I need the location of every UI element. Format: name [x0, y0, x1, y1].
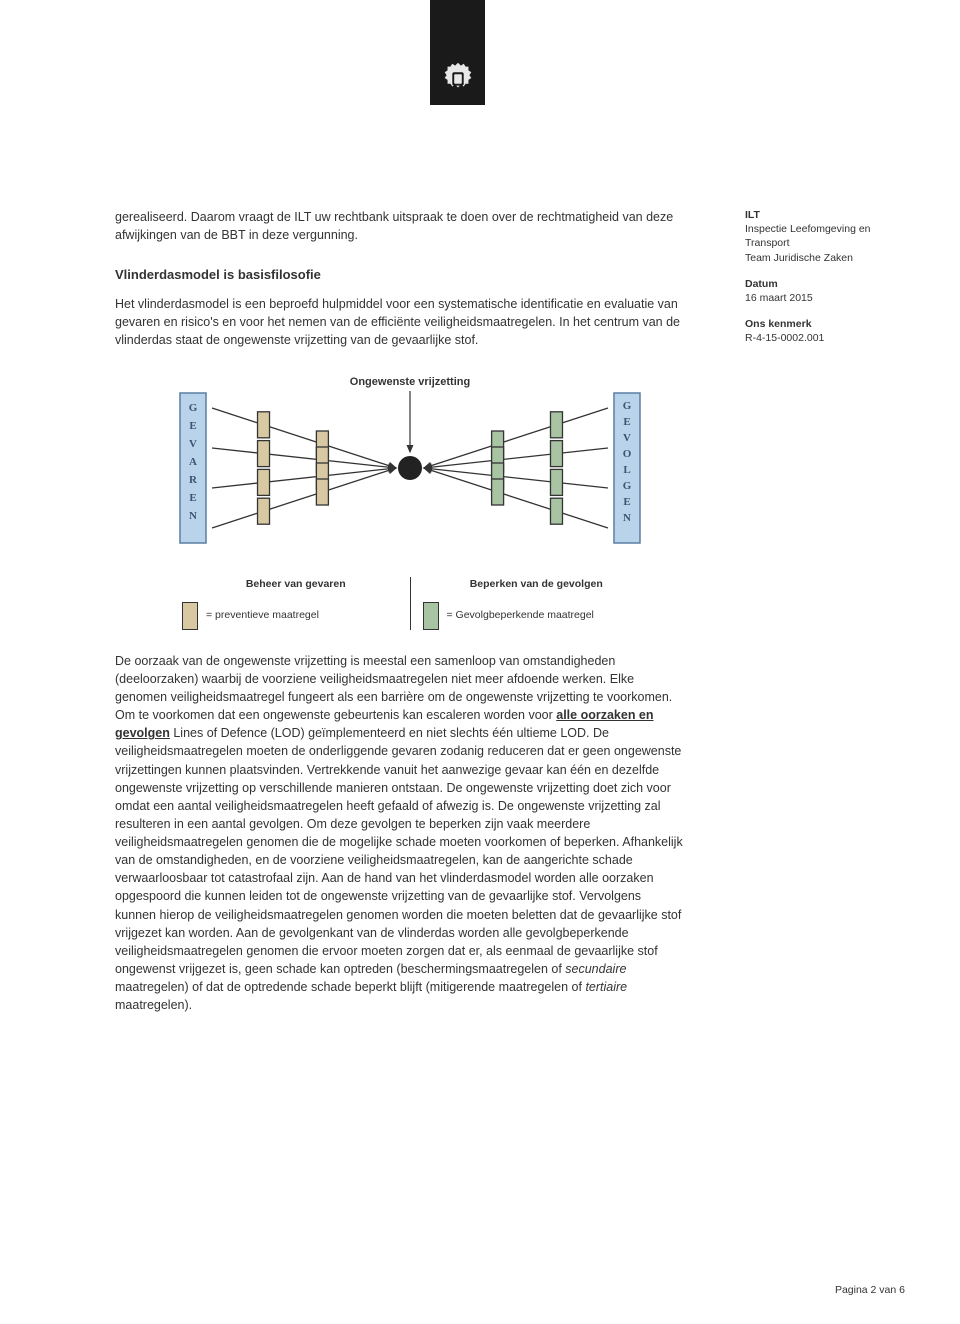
svg-text:E: E: [189, 492, 196, 504]
legend-left: Beheer van gevaren = preventieve maatreg…: [170, 577, 410, 630]
svg-text:Ongewenste vrijzetting: Ongewenste vrijzetting: [350, 376, 470, 388]
legend-right-title: Beperken van de gevolgen: [423, 577, 651, 592]
svg-text:O: O: [623, 448, 632, 460]
svg-text:N: N: [189, 510, 197, 522]
svg-text:A: A: [189, 456, 197, 468]
side-org-abbr: ILT: [745, 208, 910, 222]
p3-b: Lines of Defence (LOD) geïmplementeerd e…: [115, 726, 683, 976]
svg-text:G: G: [189, 402, 198, 414]
p3-d: maatregelen).: [115, 998, 192, 1012]
page-footer: Pagina 2 van 6: [835, 1283, 905, 1298]
paragraph-explanation: De oorzaak van de ongewenste vrijzetting…: [115, 652, 685, 1015]
svg-text:N: N: [623, 512, 631, 524]
legend-swatch-preventive: [182, 602, 198, 630]
side-dept: Team Juridische Zaken: [745, 251, 910, 265]
main-column: gerealiseerd. Daarom vraagt de ILT uw re…: [115, 208, 685, 1024]
legend-left-title: Beheer van gevaren: [182, 577, 410, 592]
svg-text:E: E: [189, 420, 196, 432]
paragraph-intro: gerealiseerd. Daarom vraagt de ILT uw re…: [115, 208, 685, 244]
section-heading: Vlinderdasmodel is basisfilosofie: [115, 266, 685, 285]
p3-i2: tertiaire: [585, 980, 627, 994]
header-logo: [430, 0, 485, 105]
p3-c: maatregelen) of dat de optredende schade…: [115, 980, 585, 994]
side-ref-value: R-4-15-0002.001: [745, 331, 910, 345]
side-org: ILT Inspectie Leefomgeving en Transport …: [745, 208, 910, 265]
legend-right: Beperken van de gevolgen = Gevolgbeperke…: [410, 577, 651, 630]
p3-i1: secundaire: [565, 962, 626, 976]
side-column: ILT Inspectie Leefomgeving en Transport …: [745, 208, 910, 357]
svg-text:L: L: [623, 464, 630, 476]
svg-text:E: E: [623, 416, 630, 428]
legend-swatch-corrective: [423, 602, 439, 630]
svg-text:G: G: [623, 400, 632, 412]
svg-text:E: E: [623, 496, 630, 508]
coat-of-arms-icon: [439, 59, 477, 97]
side-date-label: Datum: [745, 277, 910, 291]
paragraph-model: Het vlinderdasmodel is een beproefd hulp…: [115, 295, 685, 349]
side-ref: Ons kenmerk R-4-15-0002.001: [745, 317, 910, 345]
svg-text:G: G: [623, 480, 632, 492]
side-date-value: 16 maart 2015: [745, 291, 910, 305]
diagram-legend: Beheer van gevaren = preventieve maatreg…: [170, 577, 650, 630]
side-ref-label: Ons kenmerk: [745, 317, 910, 331]
svg-text:V: V: [623, 432, 631, 444]
bowtie-diagram: GEVARENGEVOLGENOngewenste vrijzetting: [170, 363, 650, 568]
legend-left-item: = preventieve maatregel: [206, 608, 319, 623]
legend-right-item: = Gevolgbeperkende maatregel: [447, 608, 594, 623]
svg-text:R: R: [189, 474, 198, 486]
side-org-full: Inspectie Leefomgeving en Transport: [745, 222, 910, 250]
svg-text:V: V: [189, 438, 197, 450]
side-date: Datum 16 maart 2015: [745, 277, 910, 305]
